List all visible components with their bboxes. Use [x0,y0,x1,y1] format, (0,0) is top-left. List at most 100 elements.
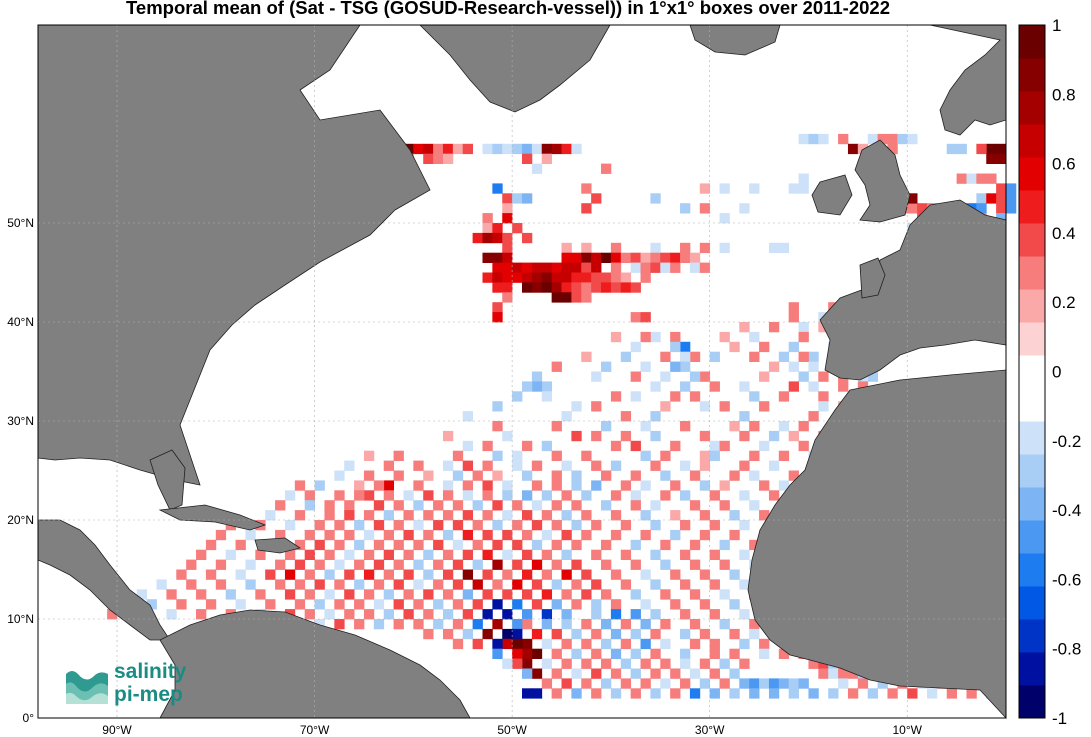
heatmap-cell [492,648,503,659]
heatmap-cell [462,549,474,560]
colorbar-segment [1019,421,1045,455]
heatmap-cell [531,628,543,640]
heatmap-cell [640,361,651,372]
heatmap-cell [324,549,335,560]
heatmap-cell [857,143,869,155]
heatmap-cell [709,520,720,531]
heatmap-cell [472,579,483,590]
heatmap-cell [680,460,691,471]
heatmap-cell [956,143,967,155]
heatmap-cell [423,510,434,521]
colorbar-tick-label: 0.2 [1052,293,1076,312]
heatmap-cell [660,638,671,650]
heatmap-cell [541,272,553,283]
heatmap-cell [739,638,750,650]
heatmap-cell [472,500,483,511]
heatmap-cell [571,282,582,293]
heatmap-cell [768,430,780,442]
heatmap-cell [541,619,553,630]
land-north-america [37,24,431,486]
heatmap-cell [492,223,503,234]
heatmap-cell [640,480,651,491]
heatmap-cell [334,579,345,590]
heatmap-cell [739,678,750,689]
heatmap-cell [393,500,404,511]
heatmap-cell [472,539,483,551]
colorbar-tick-label: 0.8 [1052,85,1076,104]
heatmap-cell [492,500,503,511]
heatmap-cell [719,678,730,689]
heatmap-cell [581,242,592,254]
heatmap-cell [482,213,493,224]
heatmap-cell [798,371,809,382]
heatmap-cell [699,599,711,610]
heatmap-cell [788,470,799,481]
heatmap-cell [492,312,503,323]
heatmap-cell [571,430,582,442]
heatmap-cell [768,242,780,254]
heatmap-cell [551,539,562,551]
colorbar-tick-label: 0.6 [1052,155,1076,174]
heatmap-cell [601,500,612,511]
heatmap-cell [541,153,553,164]
colorbar-segment [1019,58,1045,92]
heatmap-cell [551,470,562,481]
heatmap-cell [571,500,582,511]
land-cuba [158,504,267,531]
land-florida [149,449,186,511]
heatmap-cell [680,609,691,620]
heatmap-cell [630,440,641,452]
heatmap-cell [393,579,404,590]
heatmap-cell [680,579,691,590]
colorbar-segment [1019,322,1045,356]
heatmap-cell [778,648,790,659]
heatmap-cell [502,193,513,204]
heatmap-cell [749,351,760,362]
x-tick-label: 10°W [892,723,922,737]
heatmap-cell [620,411,632,422]
heatmap-cell [640,252,651,263]
heatmap-cell [601,421,612,432]
heatmap-cell [442,153,454,164]
heatmap-cell [739,430,750,442]
y-tick-label: 50°N [7,216,34,230]
heatmap-cell [502,589,513,600]
heatmap-cell [610,391,622,402]
heatmap-cell [304,490,315,501]
heatmap-cell [294,559,306,570]
heatmap-cell [433,599,444,610]
heatmap-cell [571,668,582,679]
heatmap-cell [828,688,839,699]
heatmap-cell [739,549,750,560]
heatmap-cell [502,272,513,283]
heatmap-cell [699,510,711,521]
heatmap-cell [788,183,799,194]
heatmap-cell [561,252,572,263]
heatmap-cell [492,232,503,244]
heatmap-cell [660,539,671,551]
heatmap-cell [907,133,918,145]
heatmap-cell [413,520,424,531]
heatmap-cell [551,262,562,273]
heatmap-cell [1006,193,1017,204]
land-masses [37,24,1007,720]
x-tick-label: 30°W [695,723,725,737]
heatmap-cell [699,678,711,689]
heatmap-cell [452,619,464,630]
heatmap-cell [442,480,454,491]
heatmap-cell [601,252,612,263]
heatmap-cell [996,193,1007,204]
heatmap-cell [275,529,286,541]
heatmap-cell [215,559,227,570]
heatmap-cell [719,242,730,254]
heatmap-cell [531,272,543,283]
heatmap-cell [502,262,513,273]
heatmap-cell [660,490,671,501]
heatmap-cell [482,569,493,580]
colorbar-tick-label: -0.8 [1052,640,1081,659]
heatmap-cell [472,232,483,244]
heatmap-cell [413,599,424,610]
heatmap-cell [176,569,187,580]
heatmap-cell [442,490,454,501]
heatmap-cell [640,638,651,650]
